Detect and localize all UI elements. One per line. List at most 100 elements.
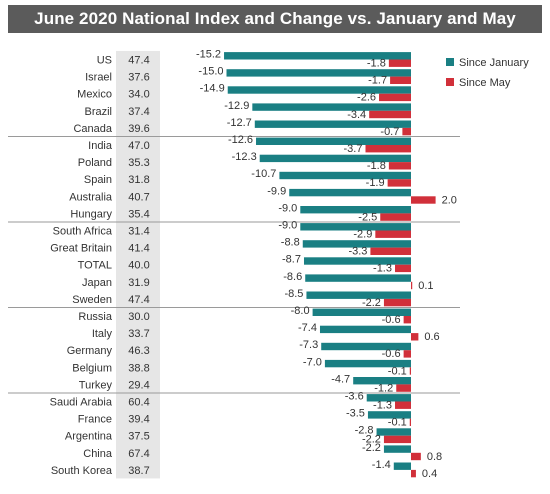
legend-swatch-since-may	[446, 78, 454, 86]
bar-since-may-poland	[388, 162, 411, 170]
bar-since-may-us	[388, 59, 411, 67]
chart-title: June 2020 National Index and Change vs. …	[34, 9, 516, 28]
category-label-hungary: Hungary	[70, 208, 112, 220]
bar-since-may-total	[395, 264, 411, 273]
index-value-france: 39.4	[128, 414, 149, 426]
data-label-since-january-germany: -7.3	[299, 339, 318, 351]
index-value-italy: 33.7	[128, 328, 149, 340]
data-label-since-may-germany: -0.6	[382, 348, 401, 360]
bar-since-january-great-britain	[302, 240, 411, 248]
index-value-germany: 46.3	[128, 345, 149, 357]
bar-since-may-germany	[403, 350, 411, 358]
category-label-belgium: Belgium	[72, 362, 112, 374]
bar-since-january-russia	[312, 308, 411, 316]
data-label-since-may-canada: -0.7	[380, 126, 399, 138]
data-label-since-january-france: -3.5	[346, 408, 365, 420]
bar-since-may-argentina	[383, 435, 411, 444]
category-label-israel: Israel	[85, 72, 112, 84]
index-value-spain: 31.8	[128, 174, 149, 186]
data-label-since-may-hungary: -2.5	[358, 211, 377, 223]
bar-since-january-mexico	[227, 86, 411, 94]
data-label-since-may-belgium: -0.1	[388, 365, 407, 377]
bar-since-may-mexico	[379, 93, 411, 102]
category-label-italy: Italy	[92, 328, 113, 340]
index-value-israel: 37.6	[128, 72, 149, 84]
category-label-saudi-arabia: Saudi Arabia	[50, 397, 113, 409]
data-label-since-january-israel: -15.0	[198, 66, 223, 78]
legend-label-since-may: Since May	[459, 77, 511, 89]
index-value-great-britain: 41.4	[128, 243, 149, 255]
data-label-since-january-hungary: -9.0	[278, 202, 297, 214]
bar-since-may-israel	[390, 76, 411, 84]
bar-since-january-us	[224, 52, 411, 60]
bar-since-january-total	[303, 257, 411, 265]
data-label-since-january-india: -12.6	[228, 134, 253, 146]
index-value-india: 47.0	[128, 140, 149, 152]
bar-since-may-france	[409, 418, 411, 426]
index-value-hungary: 35.4	[128, 208, 149, 220]
data-label-since-january-saudi-arabia: -3.6	[345, 391, 364, 403]
bar-since-january-brazil	[252, 103, 411, 111]
legend-swatch-since-january	[446, 58, 454, 66]
data-label-since-may-great-britain: -3.3	[348, 246, 367, 258]
data-label-since-january-turkey: -4.7	[331, 373, 350, 385]
index-value-china: 67.4	[128, 448, 149, 460]
bar-since-january-saudi-arabia	[366, 394, 411, 402]
bar-since-january-japan	[305, 274, 411, 282]
data-label-since-may-australia: 2.0	[442, 194, 457, 206]
bar-since-january-israel	[226, 69, 411, 77]
category-label-poland: Poland	[78, 157, 112, 169]
index-value-total: 40.0	[128, 260, 149, 272]
data-label-since-may-japan: 0.1	[418, 280, 433, 292]
category-label-great-britain: Great Britain	[50, 243, 112, 255]
bar-since-may-russia	[403, 316, 411, 324]
index-value-south-africa: 31.4	[128, 226, 149, 238]
bar-since-may-south-korea	[411, 469, 416, 478]
category-label-argentina: Argentina	[65, 431, 113, 443]
bar-since-january-spain	[279, 171, 411, 180]
bar-since-january-south-korea	[393, 462, 411, 470]
data-label-since-may-south-korea: 0.4	[422, 468, 437, 480]
index-value-japan: 31.9	[128, 277, 149, 289]
data-label-since-january-belgium: -7.0	[303, 356, 322, 368]
bar-since-january-italy	[319, 325, 411, 334]
data-label-since-january-canada: -12.7	[227, 117, 252, 129]
bar-since-may-turkey	[396, 384, 411, 392]
data-label-since-may-brazil: -3.4	[347, 109, 366, 121]
data-label-since-january-spain: -10.7	[251, 168, 276, 180]
bar-since-may-australia	[411, 196, 436, 204]
data-label-since-may-mexico: -2.6	[357, 92, 376, 104]
data-label-since-january-brazil: -12.9	[224, 100, 249, 112]
data-label-since-may-argentina: -2.2	[362, 434, 381, 446]
bar-since-may-brazil	[369, 110, 411, 119]
index-value-australia: 40.7	[128, 191, 149, 203]
bar-since-january-china	[383, 445, 411, 453]
data-label-since-may-israel: -1.7	[368, 75, 387, 87]
index-value-argentina: 37.5	[128, 431, 149, 443]
bar-since-january-south-africa	[300, 223, 411, 231]
bar-since-january-sweden	[306, 291, 411, 299]
index-value-poland: 35.3	[128, 157, 149, 169]
bar-since-january-argentina	[376, 428, 411, 436]
data-label-since-may-total: -1.3	[373, 263, 392, 275]
data-label-since-january-australia: -9.9	[267, 185, 286, 197]
category-label-total: TOTAL	[78, 260, 112, 272]
data-label-since-january-italy: -7.4	[298, 322, 317, 334]
index-value-south-korea: 38.7	[128, 465, 149, 477]
data-label-since-january-total: -8.7	[282, 254, 301, 266]
chart-title-bar: June 2020 National Index and Change vs. …	[8, 5, 542, 33]
category-label-us: US	[97, 55, 112, 67]
category-label-china: China	[83, 448, 113, 460]
bar-since-january-belgium	[324, 359, 411, 368]
category-label-spain: Spain	[84, 174, 112, 186]
data-label-since-may-india: -3.7	[344, 143, 363, 155]
data-label-since-may-poland: -1.8	[367, 160, 386, 172]
bar-since-january-turkey	[353, 377, 411, 385]
category-label-south-africa: South Africa	[53, 226, 113, 238]
data-label-since-may-south-africa: -2.9	[353, 229, 372, 241]
data-label-since-may-russia: -0.6	[382, 314, 401, 326]
index-value-brazil: 37.4	[128, 106, 149, 118]
category-label-india: India	[88, 140, 113, 152]
category-label-japan: Japan	[82, 277, 112, 289]
